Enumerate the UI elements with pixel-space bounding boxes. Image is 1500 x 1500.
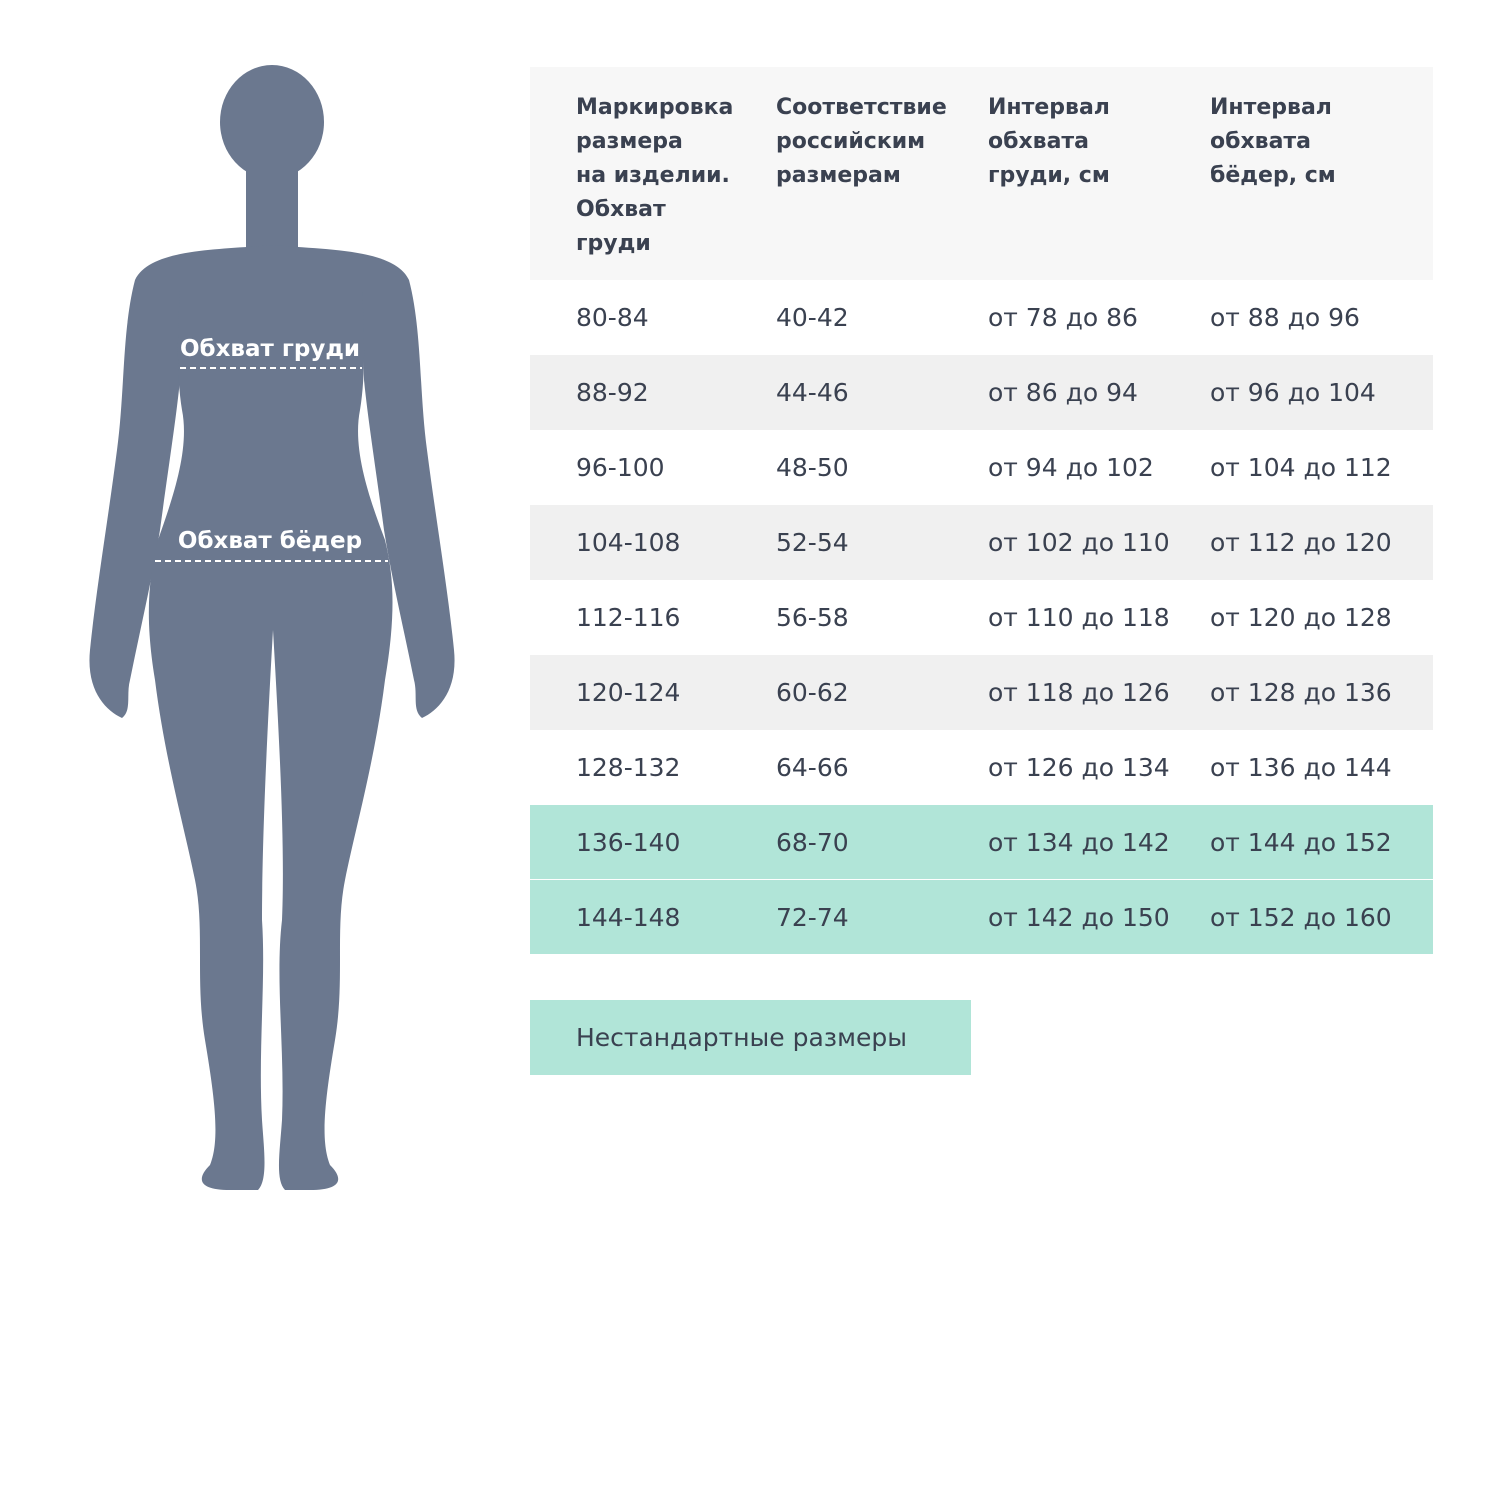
header-line: Соответствие xyxy=(776,95,947,120)
table-row: 144-148 72-74 от 142 до 150 от 152 до 160 xyxy=(530,880,1433,955)
table-row: 88-92 44-46 от 86 до 94 от 96 до 104 xyxy=(530,355,1433,430)
table-cell: от 112 до 120 xyxy=(1210,528,1392,557)
hip-label: Обхват бёдер xyxy=(178,528,362,554)
table-cell: от 88 до 96 xyxy=(1210,303,1360,332)
table-cell: от 94 до 102 xyxy=(988,453,1154,482)
table-cell: от 96 до 104 xyxy=(1210,378,1376,407)
table-cell: 48-50 xyxy=(776,453,849,482)
header-line: размерам xyxy=(776,163,901,188)
header-cell: Маркировка размера на изделии. Обхват груди xyxy=(576,91,733,261)
header-line: российским xyxy=(776,129,926,154)
table-cell: 60-62 xyxy=(776,678,849,707)
table-cell: от 78 до 86 xyxy=(988,303,1138,332)
table-cell: от 118 до 126 xyxy=(988,678,1170,707)
table-cell: от 128 до 136 xyxy=(1210,678,1392,707)
header-line: обхвата xyxy=(988,129,1090,154)
table-row: 128-132 64-66 от 126 до 134 от 136 до 144 xyxy=(530,730,1433,805)
table-row: 136-140 68-70 от 134 до 142 от 144 до 152 xyxy=(530,805,1433,880)
table-cell: от 152 до 160 xyxy=(1210,903,1392,932)
table-row: 80-84 40-42 от 78 до 86 от 88 до 96 xyxy=(530,280,1433,355)
table-cell: от 136 до 144 xyxy=(1210,753,1392,782)
table-cell: 80-84 xyxy=(576,303,649,332)
table-cell: от 126 до 134 xyxy=(988,753,1170,782)
table-cell: 128-132 xyxy=(576,753,681,782)
table-cell: от 86 до 94 xyxy=(988,378,1138,407)
table-cell: 144-148 xyxy=(576,903,681,932)
body-figure: Обхват груди Обхват бёдер xyxy=(89,65,455,1190)
table-cell: от 104 до 112 xyxy=(1210,453,1392,482)
table-row: 96-100 48-50 от 94 до 102 от 104 до 112 xyxy=(530,430,1433,505)
table-cell: от 120 до 128 xyxy=(1210,603,1392,632)
table-cell: 72-74 xyxy=(776,903,849,932)
silhouette xyxy=(89,65,455,1190)
header-line: на изделии. xyxy=(576,163,730,188)
table-cell: 52-54 xyxy=(776,528,849,557)
table-row: 104-108 52-54 от 102 до 110 от 112 до 120 xyxy=(530,505,1433,580)
header-line: Интервал xyxy=(988,95,1110,120)
table-header: Маркировка размера на изделии. Обхват груди С… xyxy=(530,67,1433,280)
header-line: Интервал xyxy=(1210,95,1332,120)
table-cell: 68-70 xyxy=(776,828,849,857)
header-cell: Интервал обхвата бёдер, см xyxy=(1210,91,1336,193)
table-cell: 120-124 xyxy=(576,678,681,707)
table-row: 112-116 56-58 от 110 до 118 от 120 до 128 xyxy=(530,580,1433,655)
table-cell: от 142 до 150 xyxy=(988,903,1170,932)
table-cell: от 110 до 118 xyxy=(988,603,1170,632)
legend: Нестандартные размеры xyxy=(530,1000,971,1075)
header-cell: Интервал обхвата груди, см xyxy=(988,91,1110,193)
chest-label: Обхват груди xyxy=(180,336,360,362)
header-line: груди, см xyxy=(988,163,1110,188)
table-cell: 64-66 xyxy=(776,753,849,782)
header-line: бёдер, см xyxy=(1210,163,1336,188)
table-cell: 44-46 xyxy=(776,378,849,407)
table-cell: от 134 до 142 xyxy=(988,828,1170,857)
table-cell: от 102 до 110 xyxy=(988,528,1170,557)
table-cell: от 144 до 152 xyxy=(1210,828,1392,857)
header-cell: Соответствие российским размерам xyxy=(776,91,947,193)
header-line: Обхват xyxy=(576,197,666,222)
table-cell: 136-140 xyxy=(576,828,681,857)
table-cell: 88-92 xyxy=(576,378,649,407)
table-cell: 56-58 xyxy=(776,603,849,632)
table-cell: 96-100 xyxy=(576,453,665,482)
header-line: обхвата xyxy=(1210,129,1312,154)
size-table: Маркировка размера на изделии. Обхват груди С… xyxy=(530,67,1433,955)
header-line: Маркировка xyxy=(576,95,734,120)
table-cell: 104-108 xyxy=(576,528,681,557)
table-row: 120-124 60-62 от 118 до 126 от 128 до 136 xyxy=(530,655,1433,730)
table-cell: 112-116 xyxy=(576,603,681,632)
header-line: груди xyxy=(576,231,651,256)
table-cell: 40-42 xyxy=(776,303,849,332)
header-line: размера xyxy=(576,129,683,154)
